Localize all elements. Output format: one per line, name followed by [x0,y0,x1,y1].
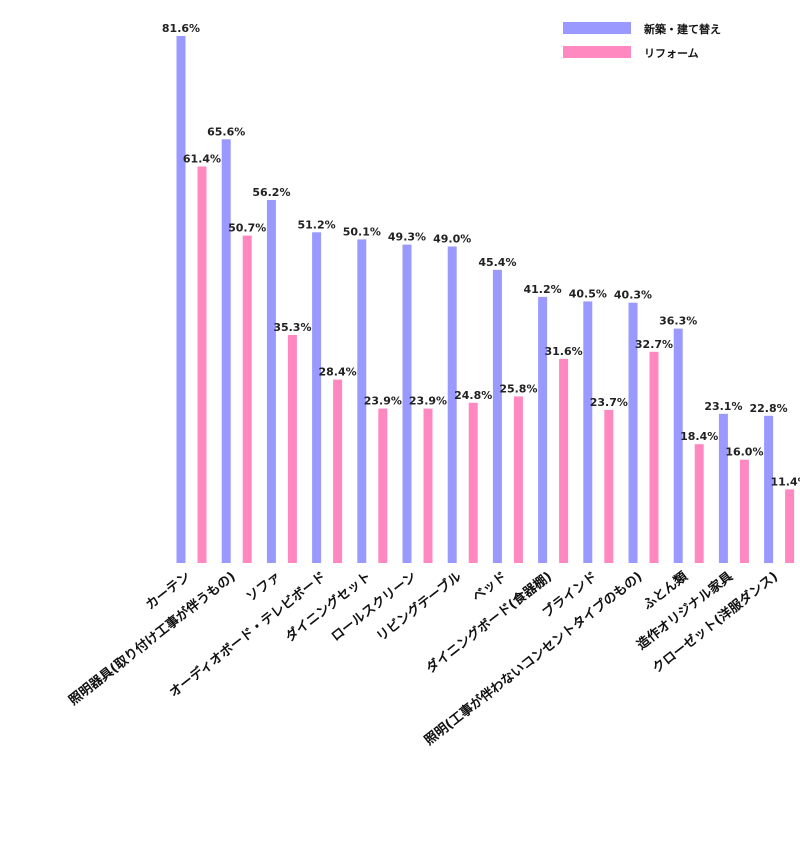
bar-s1-c0 [197,166,207,563]
bar-s0-c2 [266,200,276,563]
bar-s1-c13 [785,489,795,563]
bar-s1-c1 [242,235,252,563]
value-label-s1-c0: 61.4% [183,153,221,166]
value-label-s0-c8: 41.2% [524,283,562,296]
value-label-s0-c6: 49.0% [433,233,471,246]
legend-swatch-0 [563,22,631,34]
value-label-s0-c5: 49.3% [388,231,426,244]
value-label-s0-c3: 51.2% [298,218,336,231]
bar-s0-c6 [447,246,457,563]
value-label-s1-c5: 23.9% [409,395,447,408]
value-label-s0-c2: 56.2% [252,186,290,199]
value-label-s1-c2: 35.3% [273,321,311,334]
bar-s0-c5 [402,244,412,563]
value-label-s1-c4: 23.9% [364,395,402,408]
bar-s0-c11 [673,328,683,563]
value-label-s0-c9: 40.5% [569,287,607,300]
category-label-1: 照明器具(取り付け工事が伴うもの) [66,569,239,709]
legend-swatch-1 [563,46,631,58]
bar-s1-c8 [559,358,569,563]
bar-s0-c9 [583,301,593,563]
value-label-s1-c3: 28.4% [319,366,357,379]
value-label-s1-c1: 50.7% [228,222,266,235]
value-label-s1-c6: 24.8% [454,389,492,402]
bar-s1-c2 [287,335,297,563]
value-label-s0-c11: 36.3% [659,315,697,328]
bar-s1-c10 [649,351,659,563]
value-label-s0-c7: 45.4% [478,256,516,269]
legend-label-1: リフォーム [644,47,699,60]
bar-s1-c11 [694,444,704,563]
bar-s0-c13 [764,415,774,564]
value-label-s0-c12: 23.1% [704,400,742,413]
value-label-s0-c10: 40.3% [614,289,652,302]
bar-s0-c8 [538,296,548,563]
category-label-2: ソファ [244,569,284,605]
bar-s1-c3 [333,379,343,563]
category-label-6: リビングテーブル [373,569,464,645]
legend-label-0: 新築・建て替え [644,22,721,36]
category-label-7: ベッド [470,569,510,605]
bar-s0-c12 [718,413,728,563]
bar-s0-c3 [312,232,322,564]
value-label-s1-c9: 23.7% [590,396,628,409]
bar-s1-c6 [468,402,478,563]
value-label-s1-c13: 11.4% [771,475,800,488]
bar-s1-c4 [378,408,388,563]
value-labels: 81.6% 61.4% 65.6% 50.7% 56.2% 35.3% 51.2% 28.4%… [162,22,800,488]
value-label-s1-c8: 31.6% [545,345,583,358]
value-label-s1-c10: 32.7% [635,338,673,351]
value-label-s1-c7: 25.8% [499,382,537,395]
bar-s1-c12 [739,459,749,563]
bar-s1-c9 [604,409,614,563]
bar-s0-c10 [628,302,638,563]
value-label-s0-c4: 50.1% [343,225,381,238]
value-label-s1-c12: 16.0% [725,446,763,459]
bar-s0-c7 [492,269,502,563]
bar-s0-c4 [357,239,367,563]
value-label-s0-c0: 81.6% [162,22,200,35]
value-label-s1-c11: 18.4% [680,430,718,443]
bar-s0-c0 [176,36,186,563]
value-label-s0-c13: 22.8% [750,402,788,415]
bars [176,36,795,564]
bar-s0-c1 [221,139,231,564]
bar-s1-c7 [513,396,523,563]
value-label-s0-c1: 65.6% [207,125,245,138]
bar-s1-c5 [423,408,433,563]
